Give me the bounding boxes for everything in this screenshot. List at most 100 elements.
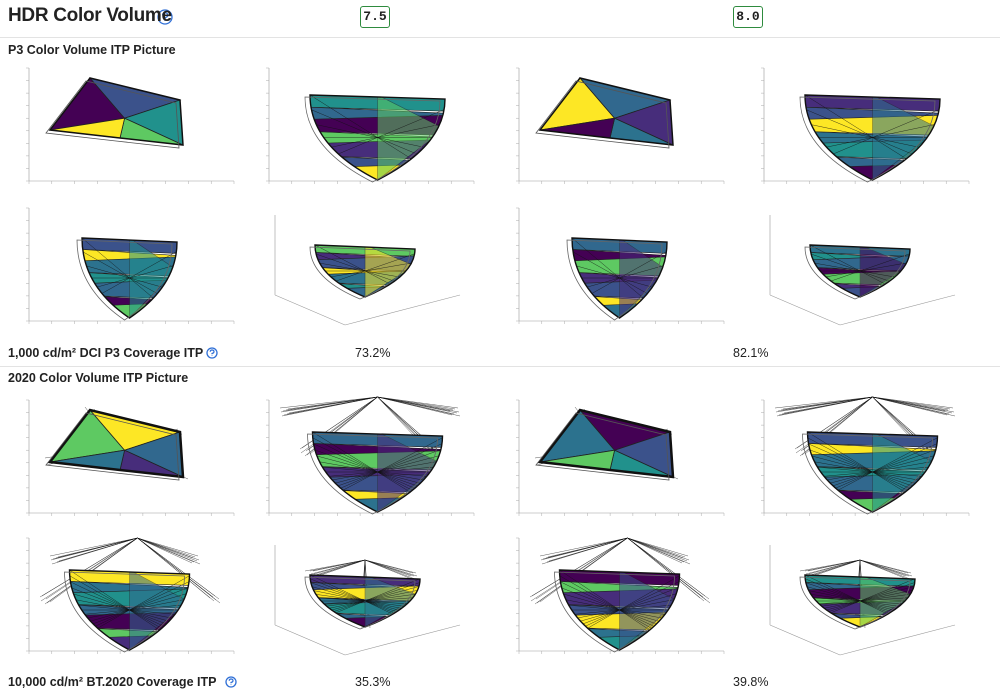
help-icon-glyph	[161, 12, 169, 21]
gamut-volume	[805, 575, 915, 627]
wireframe	[872, 396, 951, 410]
wireframe	[872, 396, 946, 412]
wireframe	[49, 537, 138, 557]
subsection-title: P3 Color Volume ITP Picture	[8, 43, 176, 57]
gamut-outline	[68, 569, 191, 651]
help-icon	[206, 347, 218, 359]
gamut-outline	[558, 569, 681, 651]
wireframe	[377, 396, 461, 417]
wireframe	[627, 537, 683, 564]
divider	[0, 37, 1000, 38]
gamut-volume	[69, 570, 190, 650]
wireframe	[137, 537, 196, 558]
wireframe	[774, 396, 873, 409]
gamut-volume	[310, 575, 420, 627]
gamut-outline	[47, 408, 185, 479]
wireframe	[41, 537, 138, 597]
wireframe	[283, 396, 378, 416]
wireframe	[531, 537, 628, 597]
wireframe	[539, 537, 628, 557]
wireframe	[364, 559, 414, 574]
reference-outline	[799, 96, 936, 183]
gamut-volume	[312, 432, 443, 512]
reference-outline	[802, 433, 933, 515]
gamut-outline	[537, 408, 675, 479]
wireframe	[803, 559, 861, 578]
plot-axis	[769, 624, 841, 656]
wireframe	[282, 396, 378, 412]
wireframe	[804, 559, 861, 572]
wireframe	[627, 537, 690, 561]
reference-outline	[799, 576, 911, 630]
reference-outline	[304, 576, 416, 630]
reference-outline	[554, 571, 675, 653]
subsection-title: 2020 Color Volume ITP Picture	[8, 371, 189, 385]
gamut-volume	[315, 245, 415, 297]
wireframe	[137, 537, 199, 557]
wireframe	[778, 396, 873, 416]
gamut-volume	[82, 238, 177, 318]
gamut-volume	[810, 245, 910, 297]
reference-outline	[804, 246, 906, 300]
divider	[0, 366, 1000, 367]
reference-outline	[76, 239, 173, 321]
gamut-volume	[572, 238, 667, 318]
score-badge: 8.0	[733, 6, 763, 28]
reference-outline	[304, 96, 441, 183]
result-label: 1,000 cd/m² DCI P3 Coverage ITP	[8, 346, 204, 360]
wireframe	[548, 537, 628, 562]
help-icon-glyph	[228, 678, 234, 685]
wireframe	[310, 559, 366, 575]
plot-axis	[839, 294, 956, 326]
wireframe	[777, 396, 873, 412]
wireframe	[279, 396, 378, 409]
score-badge: 7.5	[360, 6, 390, 28]
gamut-volume	[807, 432, 938, 512]
plot-axis	[769, 294, 841, 326]
result-value: 35.3%	[355, 675, 391, 689]
gamut-outline	[309, 94, 446, 181]
wireframe	[377, 396, 456, 410]
gamut-outline	[806, 431, 939, 513]
plot-axis	[344, 294, 461, 326]
wireframe	[364, 559, 413, 580]
wireframe	[859, 559, 908, 580]
gamut-outline	[538, 77, 674, 146]
reference-outline	[566, 239, 663, 321]
wireframe	[530, 537, 628, 602]
gamut-volume	[310, 95, 445, 180]
result-value: 39.8%	[733, 675, 769, 689]
gamut-outline	[81, 237, 178, 319]
wireframe	[137, 537, 211, 599]
wireframe	[137, 537, 193, 564]
wireframe	[627, 537, 701, 599]
gamut-volume	[559, 570, 680, 650]
help-icon	[225, 676, 237, 688]
wireframe	[627, 537, 686, 558]
help-icon	[157, 9, 173, 25]
wireframe	[627, 537, 689, 557]
wireframe	[627, 537, 691, 565]
plot-axis	[839, 624, 956, 656]
reference-outline	[45, 412, 180, 481]
reference-outline	[45, 80, 180, 149]
plot-axis	[274, 294, 346, 326]
wireframe	[542, 537, 628, 560]
wireframe	[859, 559, 907, 577]
wireframe	[364, 559, 412, 577]
gamut-outline	[571, 237, 668, 319]
wireframe	[859, 559, 909, 574]
wireframe	[40, 537, 138, 602]
reference-outline	[64, 571, 185, 653]
wireframe	[137, 537, 216, 597]
result-value: 82.1%	[733, 346, 769, 360]
section-title: HDR Color Volume	[8, 5, 172, 26]
wireframe	[137, 537, 217, 601]
wireframe	[308, 559, 366, 578]
wireframe	[309, 559, 366, 572]
wireframe	[627, 537, 706, 597]
plot-axis	[274, 624, 346, 656]
gamut-outline	[311, 431, 444, 513]
wireframe	[627, 537, 707, 601]
